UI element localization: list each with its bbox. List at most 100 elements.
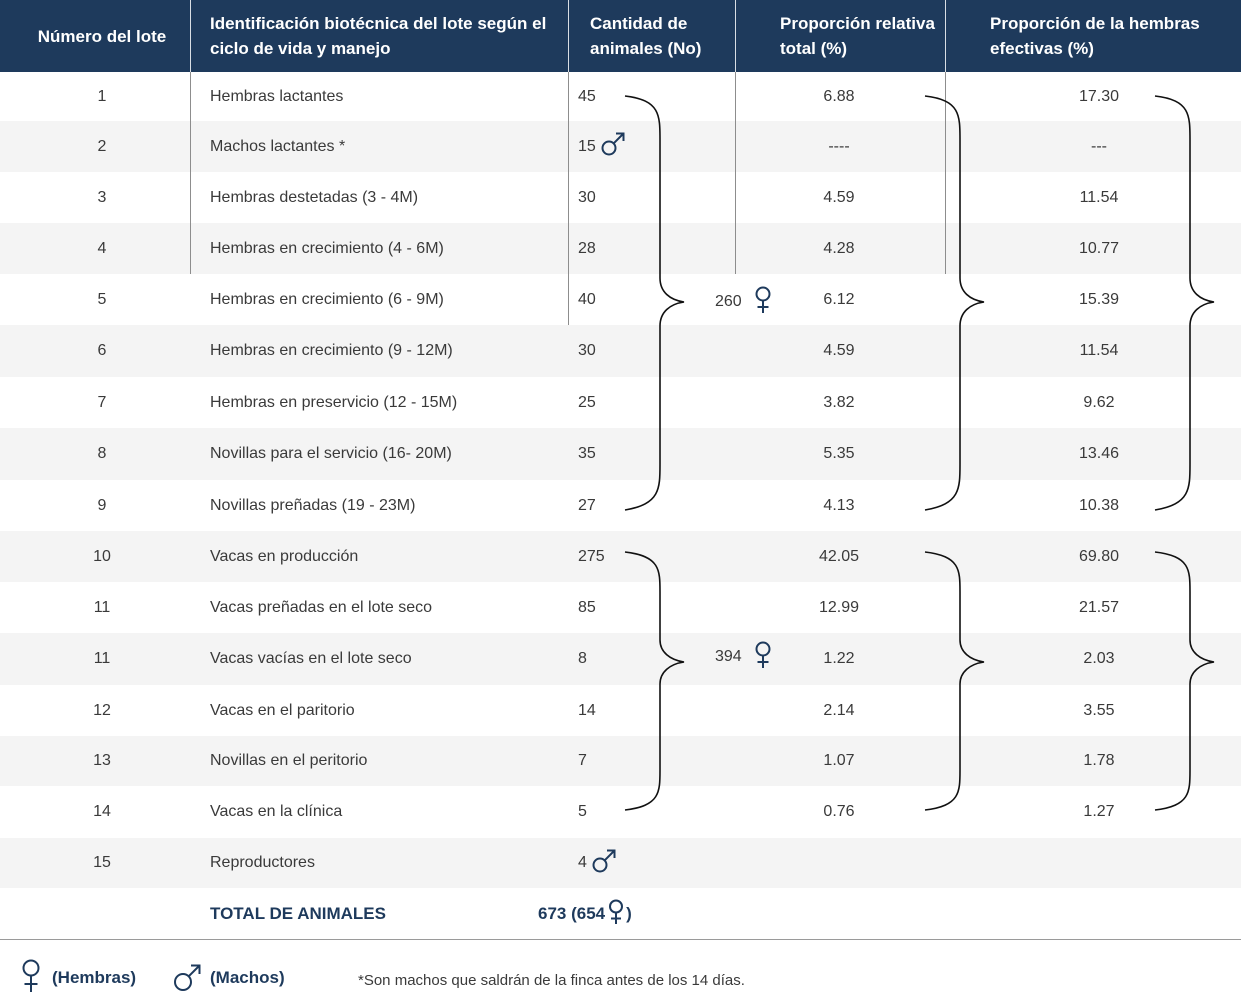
animal-count: 4 bbox=[578, 838, 617, 888]
relative-proportion-text: 4.59 bbox=[823, 188, 855, 206]
effective-female-proportion: 11.54 bbox=[946, 325, 1241, 377]
lot-number: 7 bbox=[0, 377, 204, 428]
lot-identification: Novillas preñadas (19 - 23M) bbox=[210, 480, 415, 531]
effective-female-proportion: 11.54 bbox=[946, 172, 1241, 223]
male-icon bbox=[600, 131, 626, 162]
relative-proportion: 4.13 bbox=[736, 480, 942, 531]
table-row: 2 Machos lactantes * 15 ---- --- bbox=[0, 121, 1241, 172]
lot-identification-text: Novillas en el peritorio bbox=[210, 752, 368, 769]
effective-female-proportion-text: 10.77 bbox=[1078, 239, 1120, 257]
table-row: 3 Hembras destetadas (3 - 4M) 30 4.59 11.54 bbox=[0, 172, 1241, 223]
lot-identification-text: Novillas preñadas (19 - 23M) bbox=[210, 496, 416, 514]
lot-identification: Vacas en producción bbox=[210, 531, 358, 582]
relative-proportion: 42.05 bbox=[736, 531, 942, 582]
lot-identification: Vacas en la clínica bbox=[210, 786, 342, 838]
group-total-adult-females: 394 bbox=[715, 641, 772, 672]
header-divider bbox=[735, 0, 736, 72]
relative-proportion-text: 2.14 bbox=[823, 701, 855, 719]
lot-number-text: 10 bbox=[93, 547, 111, 565]
table-header: Número del lote Identificación biotécnic… bbox=[0, 0, 1241, 72]
lot-number-text: 13 bbox=[93, 752, 111, 769]
lot-number-text: 6 bbox=[97, 342, 107, 359]
column-divider bbox=[945, 72, 946, 274]
lot-identification: Hembras en preservicio (12 - 15M) bbox=[210, 377, 457, 428]
female-icon bbox=[607, 899, 625, 930]
total-label: TOTAL DE ANIMALES bbox=[210, 904, 386, 923]
table-row: 14 Vacas en la clínica 5 0.76 1.27 bbox=[0, 786, 1241, 838]
animal-count: 85 bbox=[578, 582, 596, 633]
relative-proportion: 6.88 bbox=[736, 72, 942, 121]
legend-female: (Hembras) bbox=[20, 958, 136, 998]
relative-proportion: 4.59 bbox=[736, 172, 942, 223]
effective-female-proportion: 10.77 bbox=[946, 223, 1241, 274]
lot-identification: Vacas preñadas en el lote seco bbox=[210, 582, 432, 633]
relative-proportion: 2.14 bbox=[736, 685, 942, 736]
effective-female-proportion-text: 9.62 bbox=[1083, 393, 1115, 411]
effective-female-proportion: --- bbox=[946, 121, 1241, 172]
lot-number: 6 bbox=[0, 325, 204, 377]
effective-female-proportion-text: 21.57 bbox=[1078, 598, 1120, 616]
effective-female-proportion: 69.80 bbox=[946, 531, 1241, 582]
relative-proportion-text: 6.88 bbox=[823, 87, 855, 105]
relative-proportion: 6.12 bbox=[736, 274, 942, 325]
header-identification: Identificación biotécnica del lote según… bbox=[210, 14, 547, 58]
column-divider bbox=[735, 72, 736, 274]
table-row: 10 Vacas en producción 275 42.05 69.80 bbox=[0, 531, 1241, 582]
lot-identification: Machos lactantes * bbox=[210, 121, 345, 172]
animal-count-text: 30 bbox=[578, 188, 596, 206]
table-row: 13 Novillas en el peritorio 7 1.07 1.78 bbox=[0, 736, 1241, 786]
animal-count: 35 bbox=[578, 428, 596, 480]
relative-proportion: 1.22 bbox=[736, 633, 942, 685]
lot-number-text: 11 bbox=[93, 650, 111, 667]
table-row: 4 Hembras en crecimiento (4 - 6M) 28 4.28 10… bbox=[0, 223, 1241, 274]
effective-female-proportion: 1.27 bbox=[946, 786, 1241, 838]
lot-identification-text: Vacas en producción bbox=[210, 547, 359, 565]
lot-identification-text: Reproductores bbox=[210, 854, 315, 871]
total-value-suffix: ) bbox=[626, 904, 632, 923]
relative-proportion: ---- bbox=[736, 121, 942, 172]
animal-count-text: 28 bbox=[578, 239, 596, 257]
lot-number-text: 9 bbox=[97, 496, 107, 514]
effective-female-proportion-text: 11.54 bbox=[1079, 188, 1119, 206]
relative-proportion: 3.82 bbox=[736, 377, 942, 428]
effective-female-proportion-text: 15.39 bbox=[1078, 290, 1120, 308]
header-divider bbox=[945, 0, 946, 72]
lot-identification-text: Machos lactantes * bbox=[210, 137, 346, 155]
animal-count: 30 bbox=[578, 325, 596, 377]
relative-proportion-text: 5.35 bbox=[823, 445, 855, 462]
female-icon bbox=[754, 286, 772, 319]
legend-male-label: (Machos) bbox=[210, 968, 285, 987]
lot-identification-text: Hembras en crecimiento (6 - 9M) bbox=[210, 290, 444, 308]
lot-identification: Hembras en crecimiento (6 - 9M) bbox=[210, 274, 444, 325]
lot-number: 11 bbox=[0, 582, 204, 633]
table-row: 15 Reproductores 4 bbox=[0, 838, 1241, 888]
effective-female-proportion-text: 1.78 bbox=[1083, 752, 1115, 769]
relative-proportion-text: 6.12 bbox=[823, 290, 855, 308]
animal-count: 275 bbox=[578, 531, 605, 582]
table-row: 7 Hembras en preservicio (12 - 15M) 25 3.82… bbox=[0, 377, 1241, 428]
total-value: 673 (654 ) bbox=[538, 888, 632, 940]
animal-count: 14 bbox=[578, 685, 596, 736]
lot-identification-text: Hembras lactantes bbox=[210, 87, 344, 105]
lot-number: 2 bbox=[0, 121, 204, 172]
footer-divider bbox=[0, 939, 1241, 940]
lot-identification: Hembras en crecimiento (9 - 12M) bbox=[210, 325, 453, 377]
relative-proportion-text: 0.76 bbox=[823, 803, 855, 820]
relative-proportion-text: 42.05 bbox=[818, 547, 860, 565]
animal-count-text: 15 bbox=[578, 137, 596, 155]
animal-count: 30 bbox=[578, 172, 596, 223]
animal-count-text: 45 bbox=[578, 87, 596, 105]
lot-number-text: 2 bbox=[97, 137, 107, 155]
lot-identification: Hembras lactantes bbox=[210, 72, 343, 121]
effective-female-proportion-text: 3.55 bbox=[1083, 701, 1115, 719]
header-divider bbox=[568, 0, 569, 72]
relative-proportion-text: 3.82 bbox=[823, 393, 855, 411]
relative-proportion-text: 4.59 bbox=[823, 342, 855, 359]
lot-number-text: 8 bbox=[97, 445, 107, 462]
table-row: 11 Vacas vacías en el lote seco 8 1.22 2.03 bbox=[0, 633, 1241, 685]
lot-identification: Hembras destetadas (3 - 4M) bbox=[210, 172, 418, 223]
animal-count-text: 85 bbox=[578, 598, 596, 616]
